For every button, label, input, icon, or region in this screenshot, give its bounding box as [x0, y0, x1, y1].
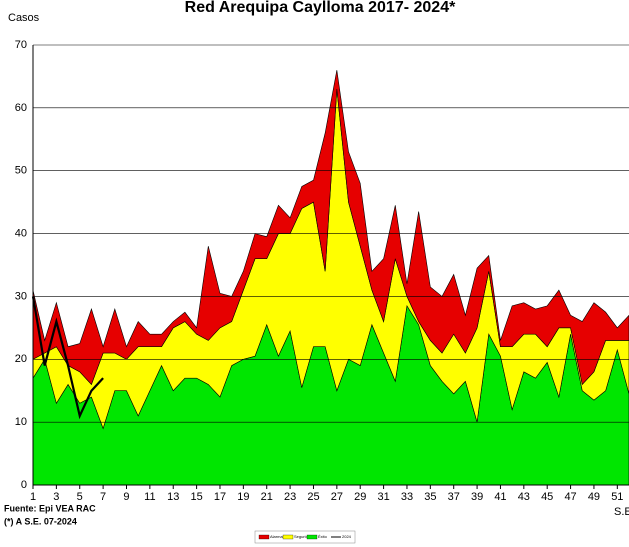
x-tick-label: 43	[518, 491, 530, 503]
x-tick-label: 25	[307, 491, 319, 503]
x-tick-label: 13	[167, 491, 179, 503]
x-axis-label: S.E.	[614, 506, 629, 518]
chart-title: Red Arequipa Caylloma 2017- 2024*	[185, 0, 456, 16]
legend-box	[254, 530, 356, 544]
area	[32, 70, 629, 386]
y-tick-label: 70	[15, 39, 27, 51]
y-tick-label: 0	[21, 479, 27, 491]
y-tick-label: 60	[15, 102, 27, 114]
x-tick-label: 41	[494, 491, 506, 503]
source: Fuente: Epi VEA RAC	[4, 503, 96, 513]
x-tick-label: 47	[564, 491, 576, 503]
x-tick-label: 39	[471, 491, 483, 503]
x-tick-label: 5	[77, 491, 83, 503]
x-tick-label: 7	[100, 491, 106, 503]
y-tick-label: 20	[15, 353, 27, 365]
y-tick-label: 30	[15, 290, 27, 302]
legend-label: 2024	[342, 534, 352, 539]
x-tick-label: 21	[261, 491, 273, 503]
x-tick-label: 31	[377, 491, 389, 503]
x-tick-label: 37	[448, 491, 460, 503]
legend-label: Alarma	[270, 534, 283, 539]
legend-swatch	[258, 534, 270, 540]
y-tick-label: 40	[15, 227, 27, 239]
x-tick-label: 19	[237, 491, 249, 503]
x-tick-label: 45	[541, 491, 553, 503]
x-tick-label: 49	[588, 491, 600, 503]
legend-swatch	[282, 534, 294, 540]
x-tick-label: 15	[190, 491, 202, 503]
x-tick-label: 9	[123, 491, 129, 503]
x-tick-label: 23	[284, 491, 296, 503]
x-tick-label: 11	[144, 491, 155, 503]
x-tick-label: 51	[611, 491, 623, 503]
x-tick-label: 3	[53, 491, 59, 503]
note: (*) A S.E. 07-2024	[4, 516, 77, 526]
y-tick-label: 50	[15, 165, 27, 177]
x-tick-label: 27	[331, 491, 343, 503]
legend-label: Éxito	[318, 534, 328, 539]
y-axis-label: Casos	[8, 12, 40, 24]
x-tick-label: 17	[214, 491, 226, 503]
x-tick-label: 29	[354, 491, 366, 503]
legend-label: Seguridad	[294, 534, 312, 539]
x-tick-label: 33	[401, 491, 413, 503]
line-2024	[31, 296, 104, 420]
y-tick-label: 10	[15, 416, 27, 428]
legend-swatch	[306, 534, 318, 540]
x-tick-label: 1	[30, 491, 36, 503]
x-tick-label: 35	[424, 491, 436, 503]
